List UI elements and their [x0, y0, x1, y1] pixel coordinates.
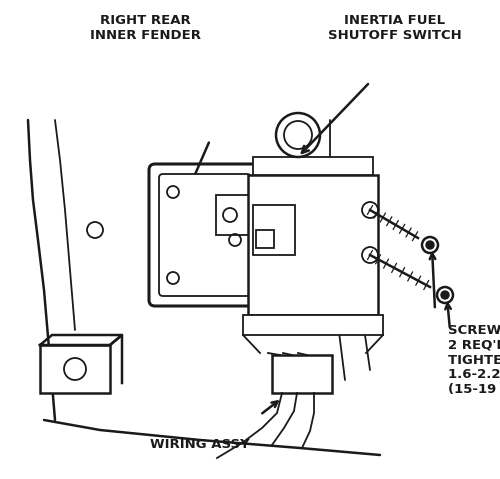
Bar	[216, 195, 251, 235]
Bar	[272, 355, 332, 393]
Bar	[253, 157, 373, 175]
FancyBboxPatch shape	[159, 174, 251, 296]
Text: WIRING ASSY: WIRING ASSY	[150, 438, 250, 452]
Bar	[243, 315, 383, 335]
Bar	[256, 230, 274, 248]
Bar	[248, 175, 378, 315]
Text: RIGHT REAR
INNER FENDER: RIGHT REAR INNER FENDER	[90, 14, 200, 42]
Bar	[40, 345, 110, 393]
Circle shape	[426, 241, 434, 249]
Bar	[253, 205, 295, 255]
Text: INERTIA FUEL
SHUTOFF SWITCH: INERTIA FUEL SHUTOFF SWITCH	[328, 14, 462, 42]
Circle shape	[441, 291, 449, 299]
FancyBboxPatch shape	[149, 164, 261, 306]
Text: SCREW
2 REQ'D
TIGHTEN TO
1.6-2.2 N·m
(15-19 LB·IN): SCREW 2 REQ'D TIGHTEN TO 1.6-2.2 N·m (15…	[448, 323, 500, 397]
